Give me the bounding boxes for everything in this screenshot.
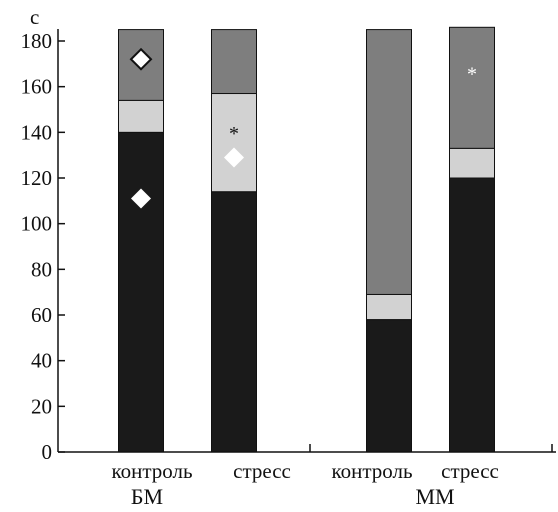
y-tick-label: 140 — [21, 120, 53, 144]
asterisk-marker: * — [467, 63, 477, 85]
category-label: контроль — [331, 459, 412, 483]
bar-segment — [366, 319, 412, 453]
bars-layer — [118, 26, 495, 453]
y-tick-label: 60 — [31, 303, 52, 327]
category-label: стресс — [441, 459, 499, 483]
bar-segment — [449, 26, 495, 149]
y-tick-label: 160 — [21, 75, 53, 99]
y-tick-label: 20 — [31, 394, 52, 418]
bar-segment — [366, 293, 412, 321]
labels-layer: с контроль стресс контроль стресс БМ ММ — [30, 5, 499, 509]
category-label: контроль — [111, 459, 192, 483]
y-tick-label: 40 — [31, 349, 52, 373]
group-label: ММ — [415, 484, 454, 509]
y-tick-label: 0 — [42, 440, 53, 464]
diamond-marker — [224, 147, 244, 168]
y-tick-label: 120 — [21, 166, 53, 190]
diamond-marker — [131, 188, 151, 209]
bar-segment — [211, 29, 257, 95]
y-axis-unit-label: с — [30, 5, 39, 29]
markers-layer: ** — [129, 47, 477, 209]
bar-segment — [118, 99, 164, 133]
axes-layer: 0 20 40 60 80 100 120 140 160 180 — [21, 29, 556, 464]
y-tick-label: 100 — [21, 212, 53, 236]
asterisk-marker: * — [229, 123, 239, 145]
y-tick-label: 80 — [31, 257, 52, 281]
bar-segment — [211, 93, 257, 193]
y-tick-label: 180 — [21, 29, 53, 53]
bar-segment — [211, 191, 257, 453]
bar-segment — [366, 29, 412, 295]
diamond-marker — [129, 47, 153, 71]
bar-segment — [118, 131, 164, 453]
bar-segment — [449, 147, 495, 179]
category-label: стресс — [233, 459, 291, 483]
bar-segment — [449, 177, 495, 453]
group-label: БМ — [131, 484, 163, 509]
